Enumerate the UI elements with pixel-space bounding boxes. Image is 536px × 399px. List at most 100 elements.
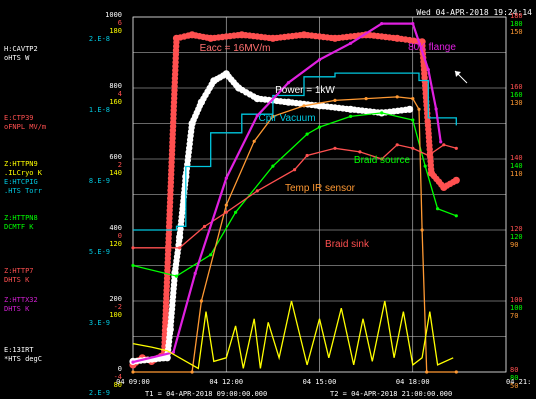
series-marker xyxy=(395,143,399,147)
footer-t1: T1 = 04-APR-2018 09:00:00.000 xyxy=(145,390,267,398)
x-tick-label: 04 09:00 xyxy=(116,378,150,386)
data-point xyxy=(208,81,215,88)
data-point xyxy=(219,72,227,79)
series-marker xyxy=(439,140,443,144)
right-tick-c: 130 xyxy=(510,99,523,107)
data-point xyxy=(390,34,397,42)
left-tick-vacuum: 2.E-8 xyxy=(89,35,110,43)
series-marker xyxy=(349,41,353,45)
channel-units: DCMTF K xyxy=(4,223,34,231)
data-point xyxy=(160,355,167,362)
series-annotation: 80K flange xyxy=(408,42,456,53)
data-point xyxy=(250,93,257,100)
data-point xyxy=(438,181,445,188)
series-marker xyxy=(436,207,440,211)
series-marker xyxy=(434,107,438,111)
right-tick-b: 120 xyxy=(510,233,523,241)
right-tick-a: 80 xyxy=(510,366,518,374)
series-marker xyxy=(202,224,207,229)
series-marker xyxy=(380,157,384,161)
left-tick-eacc: 4 xyxy=(118,90,122,98)
series-marker xyxy=(174,274,179,278)
channel-units: oHTS W xyxy=(4,54,30,62)
left-tick-power: 800 xyxy=(109,82,122,90)
series-marker xyxy=(193,271,197,275)
series-marker xyxy=(423,164,427,168)
series-marker xyxy=(333,146,337,150)
data-point xyxy=(234,32,242,39)
left-tick-power: 1000 xyxy=(105,11,122,19)
data-point xyxy=(233,82,240,89)
series-marker xyxy=(302,104,306,108)
series-line xyxy=(132,300,454,370)
series-marker xyxy=(131,246,135,250)
data-point xyxy=(175,237,183,245)
right-tick-c: 90 xyxy=(510,241,518,249)
left-tick-power: 200 xyxy=(109,295,122,303)
series-annotation: Power = 1kW xyxy=(275,85,335,96)
x-tick-label: 04 18:00 xyxy=(396,378,430,386)
channel-name: Z:HTTPN9 xyxy=(4,160,38,168)
series-marker xyxy=(380,22,384,26)
series-annotation: Braid source xyxy=(354,155,411,166)
left-tick-vacuum: 8.E-9 xyxy=(89,177,110,185)
channel-units: .ILCryo K xyxy=(4,169,43,177)
series-marker xyxy=(131,370,135,374)
data-point xyxy=(296,32,304,39)
channel-name: Z:HTTP7 xyxy=(4,267,34,275)
series-marker xyxy=(131,263,135,268)
right-tick-c: 70 xyxy=(510,312,518,320)
channel-units: .HTS Torr xyxy=(4,187,42,195)
series-marker xyxy=(252,139,256,143)
series-annotation: Eacc = 16MV/m xyxy=(200,43,271,54)
right-tick-a: 180 xyxy=(510,12,523,20)
series-marker xyxy=(411,22,415,26)
series-marker xyxy=(234,210,238,214)
plot-series xyxy=(129,22,460,374)
left-tick-temp: 80 xyxy=(114,381,122,389)
data-point xyxy=(343,105,350,113)
left-tick-eacc: 0 xyxy=(118,232,122,240)
left-tick-vacuum: 2.E-9 xyxy=(89,389,110,397)
right-tick-b: 140 xyxy=(510,162,523,170)
left-tick-vacuum: 3.E-9 xyxy=(89,319,110,327)
data-point xyxy=(402,106,409,114)
right-tick-a: 140 xyxy=(510,154,523,162)
series-marker xyxy=(286,81,290,85)
header-datetime: Wed 04-APR-2018 19:24:14 xyxy=(416,8,532,17)
left-tick-vacuum: 5.E-9 xyxy=(89,248,110,256)
plot-frame xyxy=(132,16,507,373)
channel-units: *HTS degC xyxy=(4,355,42,363)
series-marker xyxy=(454,146,458,150)
data-point xyxy=(281,98,288,106)
series-marker xyxy=(364,97,368,101)
x-tick-label: 04 21: xyxy=(506,378,531,386)
series-marker xyxy=(411,97,415,101)
series-marker xyxy=(178,246,182,250)
right-tick-a: 160 xyxy=(510,83,523,91)
series-marker xyxy=(190,370,194,374)
channel-name: E:CTP39 xyxy=(4,114,34,122)
data-point xyxy=(196,102,203,110)
series-marker xyxy=(426,153,430,158)
plot-grid xyxy=(132,16,507,373)
series-marker xyxy=(255,189,259,193)
left-tick-temp: 120 xyxy=(109,240,122,248)
left-tick-temp: 140 xyxy=(109,169,122,177)
annotation-arrowhead xyxy=(455,71,461,77)
right-tick-a: 120 xyxy=(510,225,523,233)
data-point xyxy=(374,109,381,116)
left-tick-eacc: 6 xyxy=(118,19,122,27)
channel-units: oFNPL MV/m xyxy=(4,123,46,131)
series-marker xyxy=(454,370,458,374)
data-point xyxy=(203,34,211,41)
series-marker xyxy=(411,118,415,122)
series-marker xyxy=(411,146,415,150)
right-tick-b: 180 xyxy=(510,20,523,28)
data-point xyxy=(188,124,195,131)
series-annotation: Temp IR sensor xyxy=(285,183,356,194)
series-annotation: Cplr Vacuum xyxy=(258,113,315,124)
right-tick-c: 150 xyxy=(510,28,523,36)
data-point xyxy=(427,166,435,173)
